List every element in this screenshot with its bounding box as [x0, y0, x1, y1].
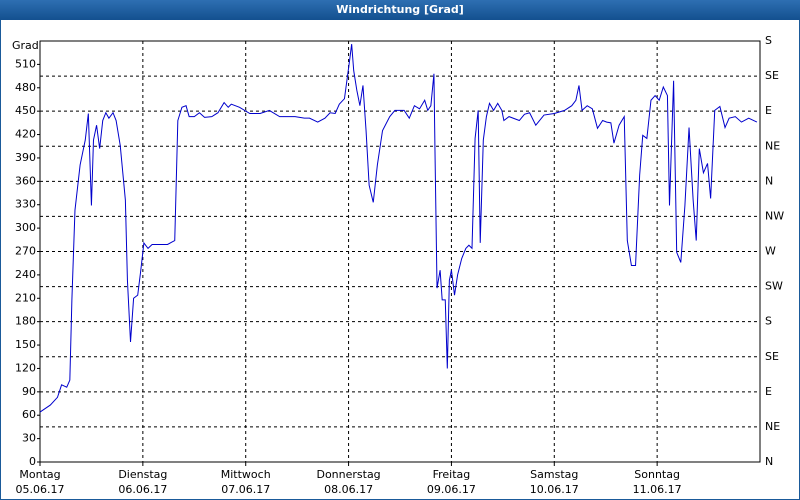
- y2-tick-label: S: [765, 34, 772, 47]
- x-tick-date: 10.06.17: [530, 483, 579, 496]
- y2-tick-label: E: [765, 385, 772, 398]
- y-tick-label: 360: [15, 174, 36, 187]
- y2-tick-label: SE: [765, 69, 779, 82]
- y-tick-label: 420: [15, 128, 36, 141]
- y-tick-label: 210: [15, 291, 36, 304]
- y-tick-label: 30: [22, 432, 36, 445]
- y-tick-label: 60: [22, 408, 36, 421]
- y-tick-label: 270: [15, 245, 36, 258]
- y-tick-label: 450: [15, 104, 36, 117]
- y-tick-label: 0: [29, 455, 36, 468]
- y-tick-label: 330: [15, 198, 36, 211]
- x-tick-date: 11.06.17: [633, 483, 682, 496]
- y-tick-label: 180: [15, 315, 36, 328]
- y-tick-label: 480: [15, 81, 36, 94]
- title-bar: [0, 0, 800, 20]
- x-tick-date: 06.06.17: [118, 483, 167, 496]
- x-tick-label: Freitag: [433, 468, 471, 481]
- y2-tick-label: NW: [765, 209, 784, 222]
- y-tick-label: 150: [15, 338, 36, 351]
- y-axis-label: Grad: [12, 39, 39, 52]
- x-tick-date: 07.06.17: [221, 483, 270, 496]
- y2-tick-label: N: [765, 174, 773, 187]
- y2-tick-label: E: [765, 104, 772, 117]
- y-tick-label: 120: [15, 361, 36, 374]
- y2-tick-label: NE: [765, 420, 780, 433]
- x-tick-label: Samstag: [530, 468, 578, 481]
- x-tick-label: Donnerstag: [316, 468, 380, 481]
- x-tick-label: Mittwoch: [221, 468, 271, 481]
- data-line: [39, 44, 758, 413]
- y2-tick-label: W: [765, 245, 776, 258]
- y-tick-label: 510: [15, 57, 36, 70]
- x-tick-label: Sonntag: [634, 468, 680, 481]
- y2-tick-label: S: [765, 315, 772, 328]
- x-tick-date: 08.06.17: [324, 483, 373, 496]
- y-tick-label: 300: [15, 221, 36, 234]
- y-tick-label: 240: [15, 268, 36, 281]
- y2-tick-label: N: [765, 455, 773, 468]
- x-tick-date: 09.06.17: [427, 483, 476, 496]
- y-tick-label: 90: [22, 385, 36, 398]
- y2-tick-label: SW: [765, 280, 783, 293]
- chart-title: Windrichtung [Grad]: [336, 3, 464, 16]
- x-tick-date: 05.06.17: [16, 483, 65, 496]
- y2-tick-label: NE: [765, 139, 780, 152]
- y-tick-label: 390: [15, 151, 36, 164]
- y2-tick-label: SE: [765, 350, 779, 363]
- x-tick-label: Dienstag: [118, 468, 167, 481]
- x-tick-label: Montag: [19, 468, 60, 481]
